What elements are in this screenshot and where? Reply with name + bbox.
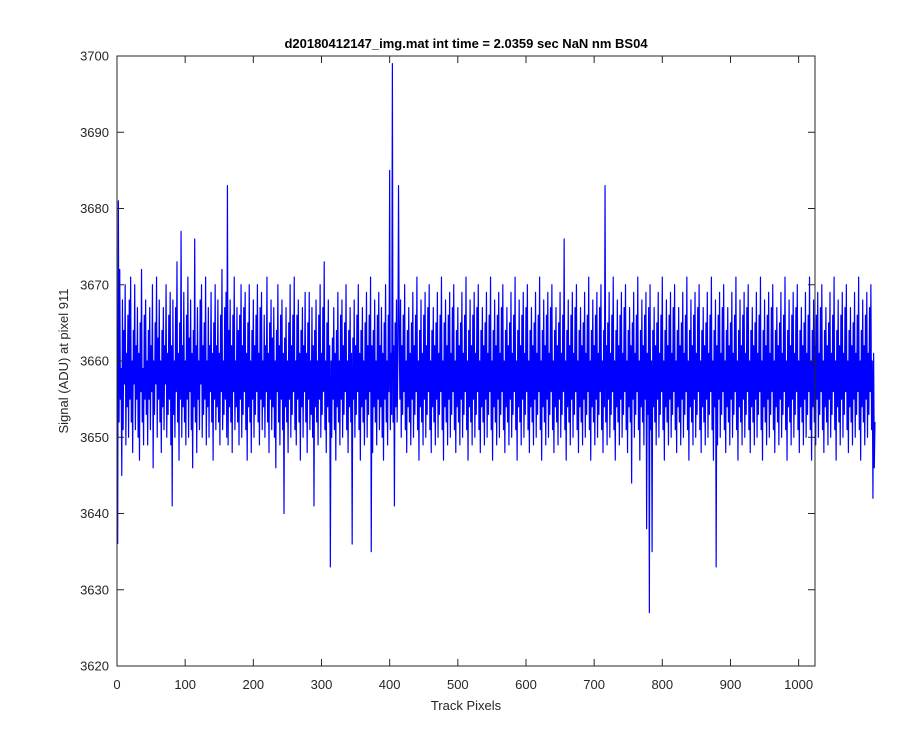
y-axis-ticks: 3620 3630 3640 3650 3660 3670 3680 3690 3700 — [80, 49, 815, 674]
y-tick-label: 3660 — [80, 354, 109, 369]
x-axis-label: Track Pixels — [431, 698, 502, 713]
y-tick-label: 3670 — [80, 277, 109, 292]
y-axis-label: Signal (ADU) at pixel 911 — [56, 289, 71, 434]
x-tick-label: 300 — [311, 677, 333, 692]
x-tick-label: 400 — [379, 677, 401, 692]
x-tick-label: 500 — [447, 677, 469, 692]
chart-title: d20180412147_img.mat int time = 2.0359 s… — [284, 36, 648, 51]
x-tick-label: 0 — [113, 677, 120, 692]
series-line — [117, 63, 876, 614]
y-tick-label: 3690 — [80, 125, 109, 140]
x-tick-label: 1000 — [784, 677, 813, 692]
series-layer — [117, 63, 876, 614]
x-tick-label: 900 — [720, 677, 742, 692]
y-tick-label: 3680 — [80, 201, 109, 216]
y-tick-label: 3650 — [80, 430, 109, 445]
x-tick-label: 600 — [515, 677, 537, 692]
x-tick-label: 800 — [651, 677, 673, 692]
x-axis-ticks: 0 100 200 300 400 500 600 700 800 900 1000 — [113, 56, 813, 692]
x-tick-label: 100 — [174, 677, 196, 692]
x-tick-label: 200 — [242, 677, 264, 692]
x-tick-label: 700 — [583, 677, 605, 692]
y-tick-label: 3630 — [80, 582, 109, 597]
y-tick-label: 3640 — [80, 506, 109, 521]
y-tick-label: 3700 — [80, 49, 109, 64]
y-tick-label: 3620 — [80, 659, 109, 674]
